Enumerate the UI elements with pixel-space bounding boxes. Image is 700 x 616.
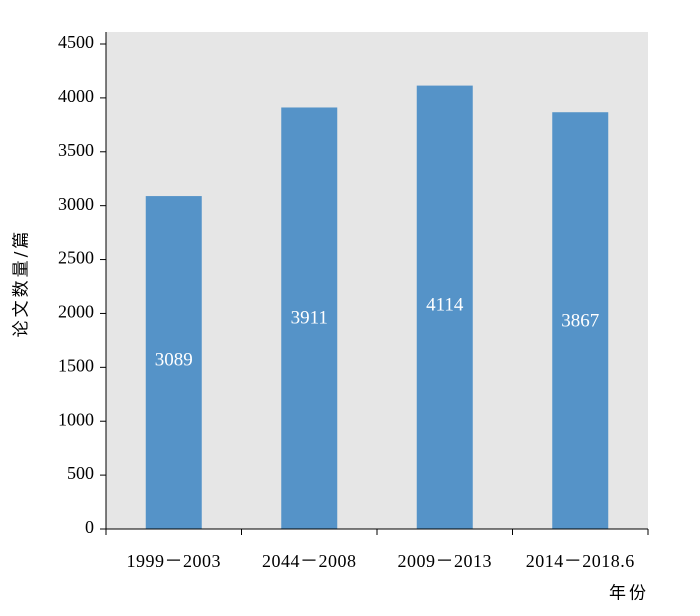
y-tick-label-4000: 4000 xyxy=(58,86,94,106)
bar-value-label-2: 3911 xyxy=(291,307,328,328)
bar-2 xyxy=(281,107,338,529)
axes-layer: 0 500 1000 1500 2000 2500 3000 3500 4000 4500 xyxy=(58,32,649,537)
y-tick-label-1000: 1000 xyxy=(58,409,94,429)
x-tick-label-3: 2009－2013 xyxy=(398,551,493,571)
x-tick-label-4: 2014－2018.6 xyxy=(526,551,635,571)
x-tick-label-2: 2044－2008 xyxy=(262,551,357,571)
bar-1 xyxy=(145,196,202,529)
y-tick-label-2000: 2000 xyxy=(58,302,94,322)
bar-value-label-4: 3867 xyxy=(561,310,599,331)
labels-layer: 3089 1999－2003 3911 2044－2008 4114 2009－2013 3… xyxy=(127,294,635,571)
bar-4 xyxy=(552,112,609,530)
y-tick-label-1500: 1500 xyxy=(58,355,94,375)
bar-value-label-1: 3089 xyxy=(155,349,193,370)
x-axis-title: 年份 xyxy=(609,584,649,604)
y-tick-label-4500: 4500 xyxy=(58,32,94,52)
bars-layer xyxy=(145,85,609,530)
y-tick-label-0: 0 xyxy=(85,517,94,537)
y-tick-label-500: 500 xyxy=(67,463,94,483)
y-tick-label-3500: 3500 xyxy=(58,140,94,160)
y-tick-label-3000: 3000 xyxy=(58,194,94,214)
bar-value-label-3: 4114 xyxy=(426,294,464,315)
y-axis-title: 论文数量/篇 xyxy=(12,229,32,338)
bar-3 xyxy=(416,85,473,529)
y-tick-label-2500: 2500 xyxy=(58,248,94,268)
x-tick-label-1: 1999－2003 xyxy=(127,551,222,571)
